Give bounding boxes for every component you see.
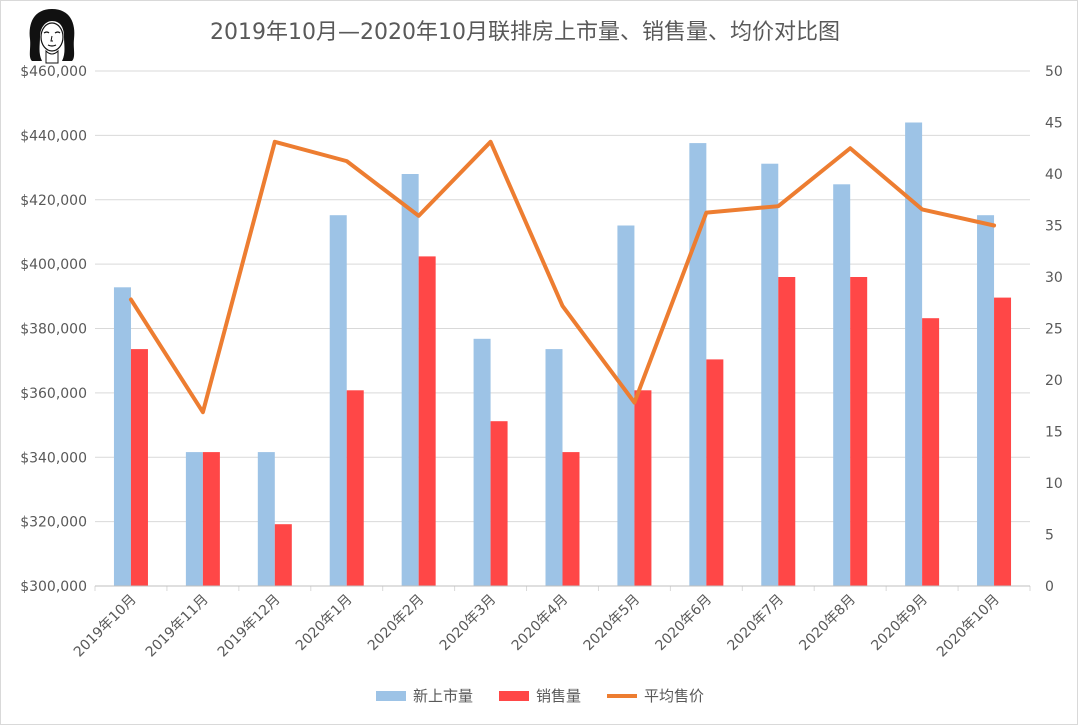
bar-new-listings (401, 174, 419, 586)
bar-new-listings (905, 122, 923, 586)
legend-swatch (498, 690, 529, 701)
bar-sales (922, 318, 940, 586)
bar-new-listings (761, 163, 779, 586)
bar-new-listings (113, 287, 131, 586)
line-avg-price (128, 139, 997, 415)
right-axis-tick-label: 0 (1045, 579, 1054, 595)
legend-item: 平均售价 (607, 685, 704, 706)
bar-new-listings (545, 349, 563, 586)
bar-sales (130, 349, 148, 586)
avatar-portrait (29, 9, 75, 64)
legend-label: 平均售价 (644, 687, 705, 705)
bar-new-listings (617, 225, 635, 586)
left-axis-tick-label: $360,000 (20, 386, 87, 402)
left-axis-tick-label: $320,000 (20, 515, 87, 531)
legend-item: 新上市量 (375, 685, 473, 706)
right-axis-tick-label: 50 (1045, 64, 1063, 80)
x-axis-tick-label: 2020年4月 (509, 592, 572, 655)
x-axis-tick-label: 2020年3月 (437, 592, 500, 655)
bar-sales (562, 452, 580, 586)
legend-label: 销售量 (535, 687, 581, 705)
left-axis-tick-label: $340,000 (20, 450, 87, 466)
x-axis-tick-label: 2020年5月 (581, 592, 644, 655)
bar-sales (346, 390, 364, 586)
bar-sales (994, 297, 1012, 586)
left-axis-tick-label: $380,000 (20, 322, 87, 338)
right-axis-tick-label: 25 (1045, 322, 1063, 338)
legend-swatch (375, 690, 406, 701)
bar-sales (850, 277, 868, 586)
bar-new-listings (185, 452, 203, 586)
left-axis-tick-label: $440,000 (20, 128, 87, 144)
x-axis-tick-label: 2019年10月 (71, 592, 140, 661)
bar-new-listings (329, 215, 347, 586)
bar-sales (418, 256, 436, 586)
x-axis-tick-label: 2020年9月 (868, 592, 931, 655)
right-axis-tick-label: 40 (1045, 167, 1063, 183)
left-axis-tick-label: $300,000 (20, 579, 87, 595)
bar-new-listings (977, 215, 995, 586)
legend-item: 销售量 (498, 685, 581, 706)
x-axis-tick-label: 2020年2月 (365, 592, 428, 655)
bar-new-listings (833, 184, 851, 587)
right-axis-tick-label: 15 (1045, 425, 1063, 441)
x-axis-tick-label: 2019年11月 (143, 592, 212, 661)
chart-title: 2019年10月—2020年10月联排房上市量、销售量、均价对比图 (210, 20, 840, 45)
x-axis-tick-label: 2020年1月 (293, 592, 356, 655)
bar-sales (706, 359, 724, 586)
x-axis-tick-label: 2020年10月 (934, 592, 1003, 661)
legend-swatch (607, 693, 637, 698)
right-axis-tick-label: 5 (1045, 528, 1054, 544)
bar-new-listings (689, 143, 707, 586)
x-axis-tick-label: 2019年12月 (215, 592, 284, 661)
left-axis-tick-label: $400,000 (20, 257, 87, 273)
bar-sales (274, 524, 292, 586)
right-axis-tick-label: 35 (1045, 219, 1063, 235)
bar-sales (490, 421, 508, 586)
x-axis-tick-label: 2020年6月 (653, 592, 716, 655)
bar-sales (634, 390, 652, 586)
right-axis-tick-label: 10 (1045, 476, 1063, 492)
bar-new-listings (473, 338, 491, 586)
chart-legend: 新上市量 销售量 平均售价 (0, 685, 1080, 706)
right-axis-tick-label: 20 (1045, 373, 1063, 389)
legend-label: 新上市量 (412, 687, 473, 705)
right-axis-tick-label: 45 (1045, 116, 1063, 132)
x-axis-tick-label: 2020年8月 (796, 592, 859, 655)
bar-sales (778, 277, 796, 586)
left-axis-tick-label: $460,000 (20, 64, 87, 80)
x-axis-tick-label: 2020年7月 (724, 592, 787, 655)
bar-new-listings (257, 452, 275, 586)
right-axis-tick-label: 30 (1045, 270, 1063, 286)
bar-sales (202, 452, 220, 586)
left-axis-tick-label: $420,000 (20, 193, 87, 209)
